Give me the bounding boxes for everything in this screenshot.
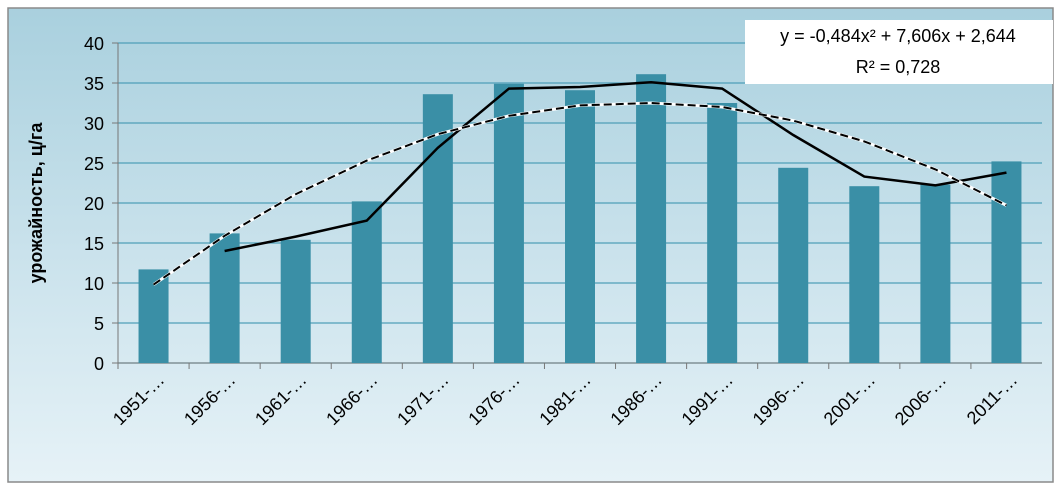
moving-average-line: [224, 80, 1007, 253]
bar: [138, 269, 169, 363]
bar: [778, 167, 809, 363]
bar: [565, 90, 595, 363]
bar: [493, 83, 524, 364]
y-tick-label: 5: [94, 314, 104, 334]
bar: [849, 186, 880, 363]
bar: [991, 161, 1022, 363]
bar: [636, 74, 667, 363]
bar: [707, 103, 738, 363]
y-tick-label: 15: [84, 234, 104, 254]
y-tick-label: 10: [84, 274, 104, 294]
y-tick-label: 25: [84, 154, 104, 174]
bar: [920, 184, 951, 363]
y-tick-label: 35: [84, 74, 104, 94]
y-tick-label: 20: [84, 194, 104, 214]
bar: [209, 233, 240, 363]
y-tick-label: 30: [84, 114, 104, 134]
y-tick-label: 0: [94, 354, 104, 374]
r-squared: R² = 0,728: [856, 57, 941, 77]
bar: [351, 201, 382, 363]
trend-line: [152, 101, 1007, 286]
y-tick-label: 40: [84, 34, 104, 54]
y-axis-label: урожайность, ц/га: [26, 122, 46, 284]
equation-box: [745, 20, 1053, 84]
bar: [280, 239, 311, 363]
equation: y = -0,484x² + 7,606x + 2,644: [780, 26, 1016, 46]
